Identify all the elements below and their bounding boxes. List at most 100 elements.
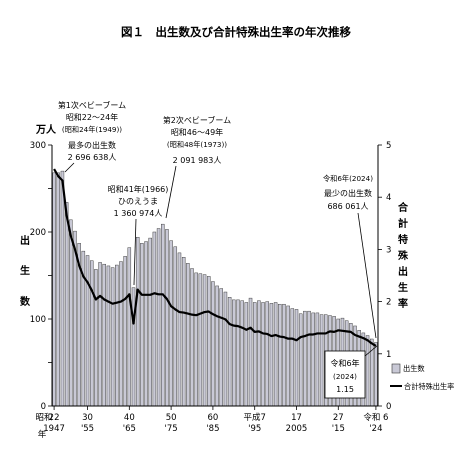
annotation-line: 686 061人 [327,202,368,211]
y-right-label-char: 合 [397,201,409,214]
bar [177,252,182,407]
annotation-line: 2 091 983人 [173,156,222,165]
bar [311,312,315,407]
bar [290,308,295,407]
bar [56,172,60,407]
bar [202,274,207,407]
annotation-box [324,350,366,399]
annotation-pointer [64,162,75,173]
bar [294,309,299,407]
y-left-tick-label: 0 [41,402,46,412]
bar [85,255,90,407]
legend-bar-swatch [391,363,401,374]
bar [232,299,236,407]
bar [194,272,198,407]
x-axis-era-label: 昭和 [35,413,52,423]
y-right-tick-label: 0 [386,402,391,412]
annotation-boom2: 第2次ベビーブーム 昭和46～49年 (昭和48年(1973)) 2 091 9… [163,115,231,219]
bar [144,241,148,407]
annotation-pointer [357,212,377,339]
annotation-line: 最少の出生数 [324,188,372,198]
bar [156,228,161,407]
annotation-line: 昭和22～24年 [66,112,118,122]
bar [106,265,111,407]
y-left-unit: 万人 [35,123,57,136]
bar [298,313,303,407]
y-left-label-char: 数 [20,295,31,308]
bar [52,172,56,407]
annotation-line: 最多の出生数 [68,140,116,150]
y-right-label-char: 率 [398,297,408,310]
x-tick-label-era: 22 [49,413,60,423]
bar [148,237,152,407]
bar [181,257,186,407]
bar [60,170,65,407]
bar [265,301,269,407]
bar [135,236,140,407]
bar [190,268,194,407]
x-tick-label-year: '75 [165,424,178,434]
bar [236,299,240,407]
x-tick-label-era: 17 [291,413,302,423]
x-tick-label-year: '85 [206,424,219,434]
bar [261,302,265,407]
bar [161,223,165,407]
annotation-line: (昭和48年(1973)) [167,140,227,149]
annotation-line: 第2次ベビーブーム [163,115,231,125]
x-tick-label-era: 60 [207,413,218,423]
bar [127,247,132,407]
bar [123,256,127,407]
y-right-tick-label: 3 [386,245,391,255]
bar-series [52,170,378,407]
tfr-line [53,168,377,347]
bar [211,281,215,407]
bar [303,310,307,407]
bar [248,297,253,407]
bar [186,263,190,407]
annotation-pointer [364,345,378,357]
bar [140,243,144,407]
annotation-hinoe: 昭和41年(1966) ひのえうま 1 360 974人 [108,184,169,286]
bar [64,202,69,407]
x-tick-label-era: 50 [166,413,177,423]
y-right-tick-label: 2 [386,298,391,308]
bar [315,312,320,407]
bar [365,335,370,407]
annotation-line: 昭和46～49年 [171,127,223,137]
legend: 出生数 合計特殊出生率 [390,363,454,391]
bar [269,303,274,407]
y-left-label-char: 出 [20,234,30,247]
bar [273,302,278,407]
bar [207,276,211,407]
bar [152,231,157,407]
annotation-line: (昭和24年(1949)) [62,125,122,134]
y-left-tick-label: 100 [30,315,46,325]
bar [131,287,136,407]
x-tick-label-year: '65 [123,424,136,434]
axes [48,144,382,410]
x-tick-label-year: '95 [248,424,261,434]
bar [115,264,119,407]
legend-bar-label: 出生数 [403,364,425,373]
bar [240,300,244,407]
bar [89,260,94,407]
bar [244,302,249,407]
x-tick-label-year: '15 [332,424,345,434]
annotation-line: 1.15 [336,385,354,394]
y-right-label-char: 計 [398,217,408,230]
annotation-min-births: 令和6年(2024) 最少の出生数 686 061人 [323,174,377,339]
annotation-pointer [133,218,137,286]
bar [307,310,311,407]
bar [227,297,232,407]
bar [165,229,169,407]
x-tick-label-year: 1947 [43,424,65,434]
x-tick-label-era: 40 [124,413,135,423]
bar [257,300,261,407]
bar [286,305,290,407]
annotation-pointer [165,165,177,219]
y-right-label-char: 生 [398,281,408,294]
bar [102,263,106,407]
annotation-line: 昭和41年(1966) [108,184,169,194]
bar [319,314,324,407]
annotation-line: 第1次ベビーブーム [58,100,126,110]
